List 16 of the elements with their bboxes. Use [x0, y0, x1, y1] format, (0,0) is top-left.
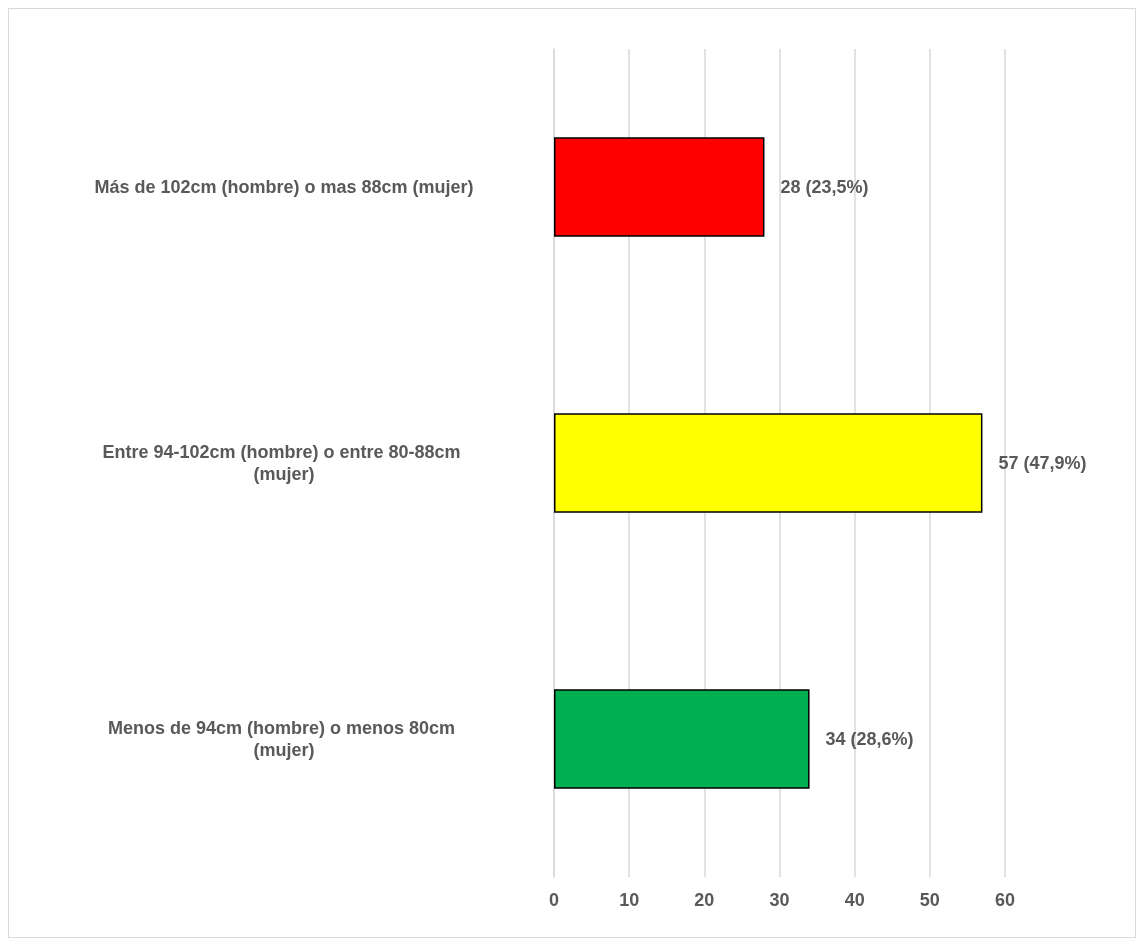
y-tick-label: Entre 94-102cm (hombre) o entre 80-88cm (mujer) [102, 442, 466, 484]
x-tick-label: 50 [919, 890, 940, 910]
data-label: 57 (47,9%) [998, 453, 1087, 473]
x-tick-label: 0 [548, 890, 560, 910]
data-label: 34 (28,6%) [825, 729, 914, 749]
data-label: 28 (23,5%) [780, 177, 869, 197]
bar [554, 413, 983, 513]
x-tick-label: 60 [994, 890, 1016, 910]
x-tick-label: 40 [844, 890, 865, 910]
y-tick-label: Más de 102cm (hombre) o mas 88cm (mujer) [94, 177, 474, 197]
x-tick-label: 30 [769, 890, 790, 910]
bar [554, 689, 810, 789]
x-tick-label: 20 [694, 890, 715, 910]
x-tick-label: 10 [619, 890, 640, 910]
bar [554, 137, 765, 237]
y-tick-label: Menos de 94cm (hombre) o menos 80cm (mujer) [107, 718, 461, 760]
